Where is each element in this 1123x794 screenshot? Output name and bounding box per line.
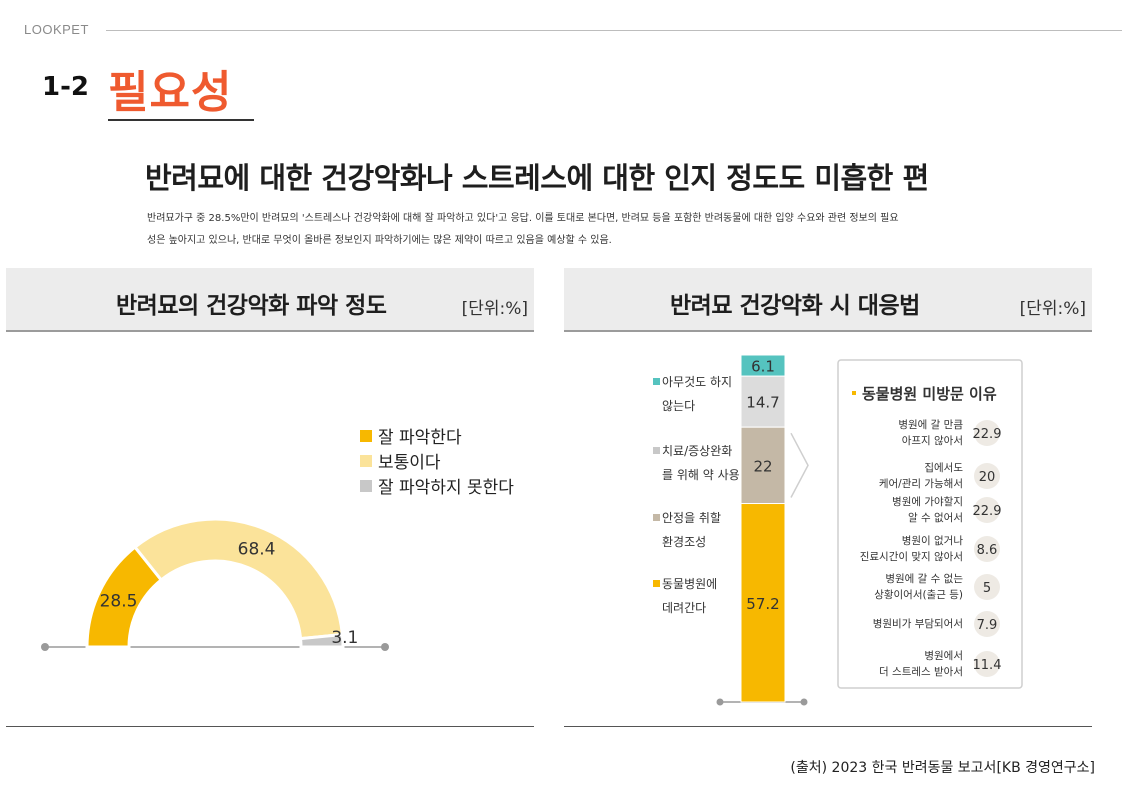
category-label: 안정을 취할 [662, 511, 721, 525]
callout-item-label: 상황이어서(출근 등) [874, 589, 963, 601]
left-chart-footer-rule [6, 726, 534, 727]
header-rule [106, 30, 1122, 31]
donut-slice [298, 632, 345, 649]
callout-title-marker [852, 391, 856, 395]
baseline-end-dot [381, 643, 389, 651]
left-chart-legend: 잘 파악한다 보통이다 잘 파악하지 못한다 [360, 423, 514, 498]
callout-item-label: 병원에 갈 만큼 [898, 418, 963, 431]
legend-swatch [360, 479, 372, 492]
callout-item-value: 11.4 [973, 658, 1002, 673]
donut-slice [132, 517, 345, 641]
callout-item-label: 병원에 가야할지 [892, 495, 963, 508]
legend-item: 보통이다 [360, 448, 514, 473]
category-label: 환경조성 [662, 535, 706, 549]
description-line: 반려묘가구 중 28.5%만이 반려묘의 '스트레스나 건강악화에 대해 잘 파… [147, 213, 899, 224]
category-label: 치료/증상완화 [662, 444, 732, 458]
callout-item-label: 아프지 않아서 [902, 435, 963, 447]
legend-label: 잘 파악하지 못한다 [378, 478, 514, 498]
callout-value-bubble [974, 497, 1000, 523]
callout-item-value: 22.9 [973, 504, 1002, 519]
callout-item-label: 더 스트레스 받아서 [879, 666, 963, 678]
legend-item: 잘 파악하지 못한다 [360, 473, 514, 498]
left-chart-title: 반려묘의 건강악화 파악 정도 [116, 293, 387, 319]
callout-item-label: 케어/관리 가능해서 [879, 477, 963, 490]
category-label: 동물병원에 [662, 577, 717, 591]
callout-item-label: 진료시간이 맞지 않아서 [860, 551, 963, 563]
bar-segment-label: 57.2 [746, 595, 779, 613]
legend-item: 잘 파악한다 [360, 423, 514, 448]
donut-slice-label: 68.4 [238, 539, 276, 559]
callout-value-bubble [974, 651, 1000, 677]
description: 반려묘가구 중 28.5%만이 반려묘의 '스트레스나 건강악화에 대해 잘 파… [147, 208, 947, 252]
callout-title: 동물병원 미방문 이유 [862, 385, 997, 403]
legend-label: 잘 파악한다 [378, 428, 462, 448]
page-headline: 반려묘에 대한 건강악화나 스트레스에 대한 인지 정도도 미흡한 편 [145, 161, 929, 195]
callout-item-value: 22.9 [973, 427, 1002, 442]
callout-item-label: 알 수 없어서 [908, 511, 963, 524]
legend-swatch [360, 454, 372, 467]
source-note: (출처) 2023 한국 반려동물 보고서[KB 경영연구소] [790, 760, 1095, 776]
callout-box [837, 359, 1023, 689]
category-marker [653, 580, 660, 587]
callout-connector [790, 432, 809, 498]
legend-swatch [360, 429, 372, 442]
category-label: 를 위해 약 사용 [662, 467, 740, 482]
section-title: 필요성 [108, 67, 233, 118]
callout-item-label: 병원이 없거나 [902, 534, 964, 547]
category-marker [653, 514, 660, 521]
callout-value-bubble [974, 420, 1000, 446]
category-label: 데려간다 [662, 601, 706, 615]
bar-segment-label: 6.1 [751, 358, 775, 376]
category-marker [653, 447, 660, 454]
callout-item-label: 병원에서 [924, 650, 963, 662]
brand-label: LOOKPET [24, 22, 89, 37]
callout-item-label: 병원에 갈 수 없는 [885, 572, 963, 585]
bar-segment [740, 426, 786, 505]
bar-segment-label: 22 [753, 457, 772, 475]
callout-value-bubble [974, 536, 1000, 562]
callout-item-label: 병원비가 부담되어서 [873, 618, 963, 630]
right-chart-footer-rule [564, 726, 1092, 727]
left-chart-unit: [단위:%] [461, 299, 528, 319]
right-chart-unit: [단위:%] [1019, 299, 1086, 319]
right-chart-header: 반려묘 건강악화 시 대응법 [단위:%] [564, 268, 1092, 332]
callout-item-value: 7.9 [977, 618, 998, 633]
left-chart-header: 반려묘의 건강악화 파악 정도 [단위:%] [6, 268, 534, 332]
baseline-end-dot [800, 698, 808, 706]
donut-slice-label: 28.5 [100, 592, 138, 612]
bar-segment [740, 375, 786, 428]
callout-value-bubble [974, 463, 1000, 489]
callout-item-label: 집에서도 [924, 462, 963, 474]
category-label: 않는다 [662, 399, 695, 413]
callout-item-value: 5 [983, 581, 991, 596]
callout-value-bubble [974, 574, 1000, 600]
baseline-end-dot [716, 698, 724, 706]
section-title-underline [108, 119, 254, 121]
baseline-end-dot [41, 643, 49, 651]
right-chart-title: 반려묘 건강악화 시 대응법 [670, 293, 920, 319]
description-line: 성은 높아지고 있으나, 반대로 무엇이 올바른 정보인지 파악하기에는 많은 … [147, 235, 612, 246]
bar-segment [740, 503, 786, 703]
callout-value-bubble [974, 611, 1000, 637]
category-marker [653, 378, 660, 385]
callout-item-value: 8.6 [977, 543, 998, 558]
section-number: 1-2 [42, 72, 89, 102]
callout-item-value: 20 [979, 470, 996, 485]
donut-slice-label: 3.1 [331, 628, 358, 648]
bar-segment-label: 14.7 [746, 394, 779, 412]
category-label: 아무것도 하지 [662, 375, 732, 389]
legend-label: 보통이다 [378, 453, 441, 473]
